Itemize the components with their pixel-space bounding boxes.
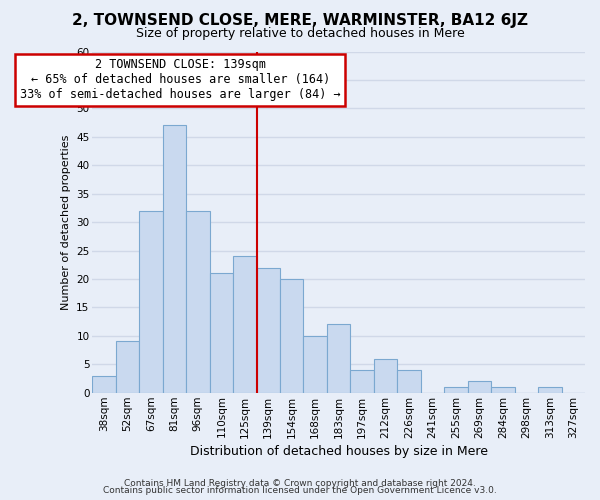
Bar	[467, 382, 491, 392]
Bar	[280, 279, 304, 392]
Text: Contains HM Land Registry data © Crown copyright and database right 2024.: Contains HM Land Registry data © Crown c…	[124, 478, 476, 488]
Bar	[350, 370, 374, 392]
Bar	[139, 210, 163, 392]
Bar	[327, 324, 350, 392]
Bar	[92, 376, 116, 392]
Bar	[186, 210, 209, 392]
Bar	[163, 126, 186, 392]
X-axis label: Distribution of detached houses by size in Mere: Distribution of detached houses by size …	[190, 444, 488, 458]
Text: Size of property relative to detached houses in Mere: Size of property relative to detached ho…	[136, 28, 464, 40]
Bar	[233, 256, 257, 392]
Bar	[209, 273, 233, 392]
Bar	[538, 387, 562, 392]
Text: Contains public sector information licensed under the Open Government Licence v3: Contains public sector information licen…	[103, 486, 497, 495]
Y-axis label: Number of detached properties: Number of detached properties	[61, 134, 71, 310]
Bar	[374, 358, 397, 392]
Bar	[491, 387, 515, 392]
Text: 2 TOWNSEND CLOSE: 139sqm
← 65% of detached houses are smaller (164)
33% of semi-: 2 TOWNSEND CLOSE: 139sqm ← 65% of detach…	[20, 58, 341, 102]
Bar	[444, 387, 467, 392]
Text: 2, TOWNSEND CLOSE, MERE, WARMINSTER, BA12 6JZ: 2, TOWNSEND CLOSE, MERE, WARMINSTER, BA1…	[72, 12, 528, 28]
Bar	[257, 268, 280, 392]
Bar	[397, 370, 421, 392]
Bar	[116, 342, 139, 392]
Bar	[304, 336, 327, 392]
